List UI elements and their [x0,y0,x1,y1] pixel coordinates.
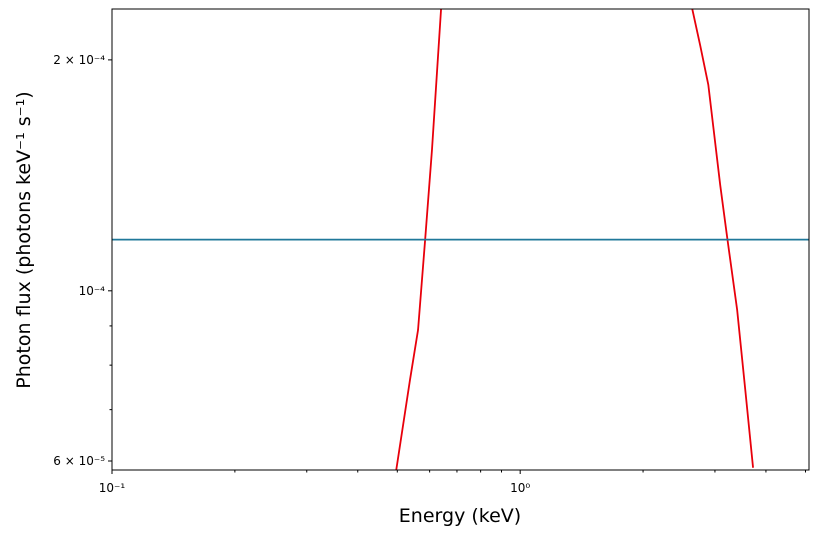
plot-lines [112,9,809,470]
y-axis-label: Photon flux (photons keV⁻¹ s⁻¹) [13,91,35,388]
y-tick-label: 10⁻⁴ [79,284,106,298]
x-tick-label: 10⁻¹ [99,481,126,495]
x-axis-label: Energy (keV) [399,505,521,527]
y-tick-label: 2 × 10⁻⁴ [53,53,105,67]
plot-frame [111,8,810,471]
y-tick-label: 6 × 10⁻⁵ [53,454,105,468]
series-line [395,9,754,470]
x-tick-label: 10⁰ [510,481,530,495]
